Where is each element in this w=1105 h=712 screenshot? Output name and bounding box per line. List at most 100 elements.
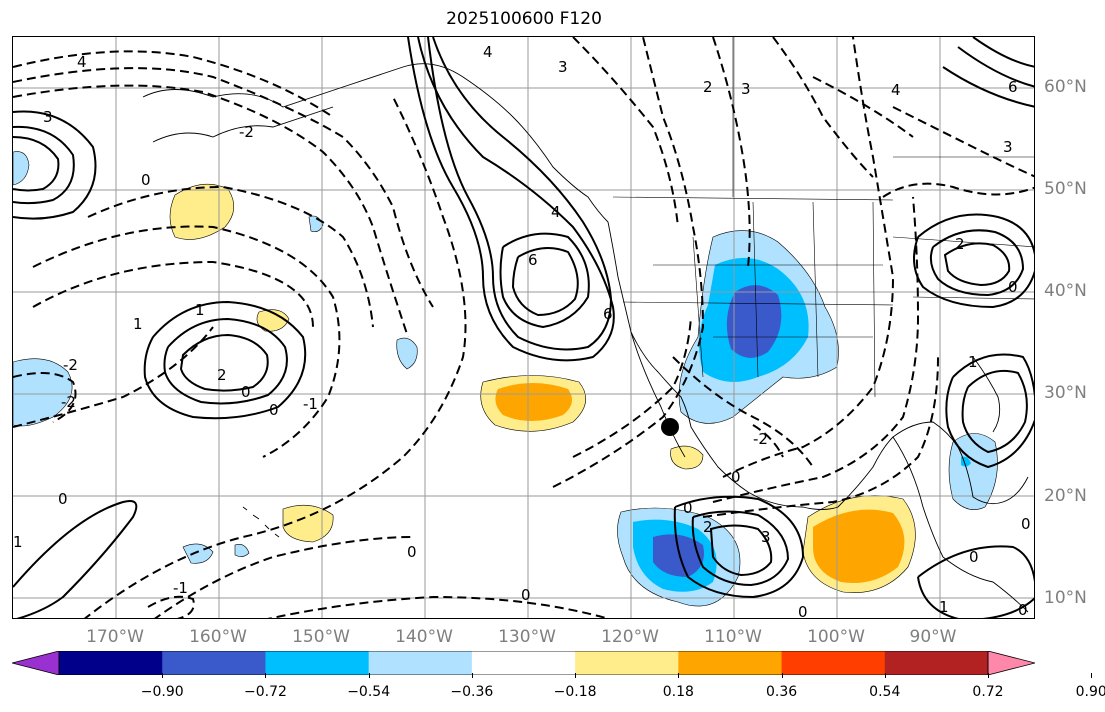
positive-anomaly-area <box>169 183 235 240</box>
colorbar-tick-label: −0.36 <box>450 684 494 700</box>
lat-label: 40°N <box>1044 281 1087 301</box>
contour-label: 0 <box>731 468 741 486</box>
contour-label: -2 <box>239 123 254 141</box>
contour-label: 0 <box>798 603 808 619</box>
contour-label: 1 <box>968 353 978 371</box>
colorbar-segment <box>59 651 163 675</box>
positive-anomaly-area <box>282 504 334 543</box>
map-title: 2025100600 F120 <box>446 9 602 29</box>
contour-label: 2 <box>955 235 965 253</box>
colorbar-tick-mark <box>162 673 164 678</box>
positive-anomaly-area <box>495 383 572 421</box>
contour-label: 4 <box>483 43 493 61</box>
contour-label: -1 <box>303 395 318 413</box>
colorbar-segment <box>678 651 783 675</box>
contour-label: 0 <box>241 383 251 401</box>
lon-label: 100°W <box>807 627 865 647</box>
contour-label: 4 <box>77 53 87 71</box>
colorbar-tick-label: 0.72 <box>972 684 1004 700</box>
contour-label: -2 <box>61 393 76 411</box>
colorbar-tick-mark <box>884 673 886 678</box>
lon-label: 110°W <box>704 627 762 647</box>
colorbar-tick-mark <box>678 673 680 678</box>
colorbar-tick-label: 0.90 <box>1075 684 1105 700</box>
contour-label: 2 <box>217 366 227 384</box>
contour-label: 4 <box>891 81 901 99</box>
colorbar-tick-label: −0.90 <box>140 684 184 700</box>
positive-anomaly-area <box>670 445 704 470</box>
map-canvas: 4 3 0 -2 4 3 4 6 1 1 2 0 0 -1 -2 -2 0 1 … <box>13 37 1034 619</box>
contour-label: 0 <box>269 401 279 419</box>
lon-label: 160°W <box>189 627 247 647</box>
lon-label: 150°W <box>292 627 350 647</box>
lat-label: 30°N <box>1044 383 1087 403</box>
forecast-map: 4 3 0 -2 4 3 4 6 1 1 2 0 0 -1 -2 -2 0 1 … <box>12 36 1035 619</box>
lon-label: 140°W <box>395 627 453 647</box>
colorbar-tick-label: 0.54 <box>869 684 901 700</box>
colorbar-tick-label: −0.18 <box>553 684 597 700</box>
colorbar-segment <box>781 651 886 675</box>
contour-label: 3 <box>1003 138 1013 156</box>
contour-label: 0 <box>1018 601 1028 619</box>
contour-label: 0 <box>407 543 417 561</box>
contour-label: 1 <box>195 301 205 319</box>
lon-label: 170°W <box>86 627 144 647</box>
negative-anomaly-area <box>13 151 30 186</box>
colorbar <box>12 651 1035 675</box>
colorbar-tick-mark <box>988 673 989 678</box>
colorbar-segment <box>368 651 473 675</box>
lon-label: 120°W <box>601 627 659 647</box>
contour-label: 0 <box>1008 278 1018 296</box>
contour-label: 0 <box>969 548 979 566</box>
colorbar-tick-label: 0.18 <box>662 684 694 700</box>
colorbar-tick-label: −0.54 <box>347 684 391 700</box>
colorbar-segment <box>265 651 370 675</box>
contour-label: 3 <box>43 108 53 126</box>
positive-anomaly-area <box>813 509 905 583</box>
contour-label: -1 <box>173 579 188 597</box>
colorbar-segment <box>884 651 989 675</box>
lon-label: 90°W <box>909 627 957 647</box>
lat-label: 10°N <box>1044 588 1087 608</box>
negative-anomaly-area <box>396 337 418 370</box>
contours-negative <box>13 37 1034 618</box>
contour-label: 0 <box>1021 515 1031 533</box>
lat-label: 60°N <box>1044 77 1087 97</box>
contour-labels: 4 3 0 -2 4 3 4 6 1 1 2 0 0 -1 -2 -2 0 1 … <box>13 43 1031 619</box>
contour-label: -2 <box>753 430 768 448</box>
lat-label: 20°N <box>1044 486 1087 506</box>
negative-anomaly-area <box>308 215 324 233</box>
colorbar-tick-mark <box>575 673 577 678</box>
colorbar-tick-mark <box>265 673 267 678</box>
contour-label: 1 <box>939 598 949 616</box>
contour-label: 2 <box>703 78 713 96</box>
contour-label: 0 <box>141 171 151 189</box>
colorbar-segment <box>162 651 266 675</box>
colorbar-max-extend <box>987 651 1035 675</box>
colorbar-tick-label: −0.72 <box>243 684 287 700</box>
colorbar-segment <box>471 651 576 675</box>
lat-label: 50°N <box>1044 179 1087 199</box>
contour-label: 6 <box>1008 78 1018 96</box>
contour-label: 0 <box>58 490 68 508</box>
coastlines <box>142 63 1029 613</box>
contour-label: 1 <box>133 315 143 333</box>
colorbar-tick-mark <box>471 673 473 678</box>
negative-anomaly-area <box>948 433 998 510</box>
contour-label: 1 <box>13 533 23 551</box>
contour-label: 6 <box>603 305 613 323</box>
contour-label: 2 <box>703 518 713 536</box>
colorbar-tick-label: 0.36 <box>765 684 798 700</box>
negative-anomaly-area <box>653 534 704 577</box>
colorbar-tick-mark <box>781 673 783 678</box>
contour-label: 3 <box>741 80 751 98</box>
contour-label: 0 <box>521 586 531 604</box>
colorbar-segments <box>59 651 989 675</box>
contour-label: 4 <box>551 203 561 221</box>
contour-label: 3 <box>761 528 771 546</box>
contour-label: 3 <box>558 58 568 76</box>
colorbar-tick-mark <box>1091 673 1093 678</box>
positive-anomaly-area <box>256 309 290 332</box>
contour-label: 0 <box>683 499 693 517</box>
negative-anomaly-area <box>234 544 250 557</box>
